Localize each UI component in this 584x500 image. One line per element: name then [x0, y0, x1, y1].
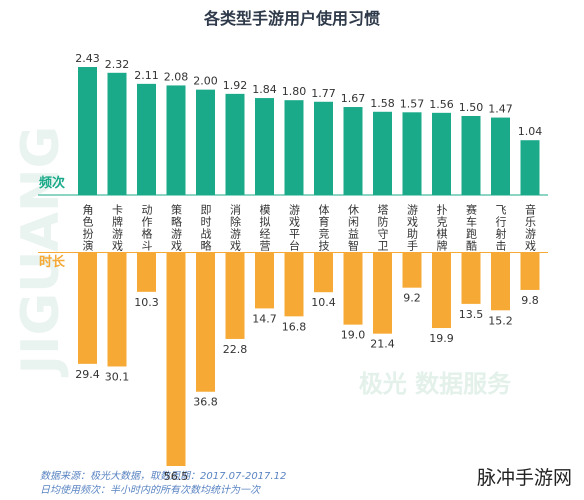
value-label: 19.0	[341, 329, 366, 342]
bar	[314, 101, 333, 195]
bar	[225, 253, 245, 339]
bar	[520, 140, 540, 195]
watermark: 极光 数据服务	[359, 370, 512, 398]
value-label: 1.47	[488, 103, 513, 116]
value-label: 2.43	[75, 52, 100, 65]
bar	[107, 72, 127, 195]
value-label: 2.00	[193, 75, 218, 88]
value-label: 1.77	[311, 87, 336, 100]
watermark: JIGUANG	[11, 126, 71, 377]
bar	[461, 115, 481, 195]
bar	[491, 253, 510, 311]
x-tick-label: 卡牌游戏	[111, 204, 124, 252]
bar	[343, 107, 363, 195]
bar	[78, 253, 97, 364]
value-label: 1.67	[341, 92, 366, 105]
value-label: 36.8	[193, 396, 218, 409]
value-label: 1.84	[252, 83, 277, 96]
value-label: 1.57	[400, 97, 425, 110]
bar	[137, 83, 156, 195]
bar	[432, 112, 451, 195]
x-tick-label: 策略游戏	[170, 203, 183, 252]
bar	[520, 253, 540, 290]
x-tick-label: 即时战略	[199, 204, 212, 252]
bar	[402, 253, 422, 288]
x-tick-label: 角色扮演	[81, 204, 94, 252]
bar	[166, 253, 186, 466]
x-tick-label: 消除游戏	[229, 203, 242, 252]
bar	[402, 112, 422, 195]
value-label: 21.4	[370, 338, 395, 351]
value-label: 22.8	[223, 343, 248, 356]
series-label: 频次	[39, 175, 65, 191]
series-label: 时长	[39, 254, 66, 270]
bar	[432, 253, 451, 329]
x-tick-label: 游戏助手	[406, 204, 419, 252]
bar	[373, 253, 392, 334]
bar	[284, 100, 304, 195]
value-label: 15.2	[488, 314, 513, 327]
value-label: 14.7	[252, 312, 277, 325]
x-tick-label: 体育竞技	[317, 203, 330, 252]
value-label: 10.4	[311, 296, 336, 309]
footnote: 数据来源：极光大数据，取数周期：2017.07-2017.12	[40, 470, 286, 482]
bar	[255, 253, 274, 309]
value-label: 29.4	[75, 368, 100, 381]
value-label: 2.11	[134, 69, 159, 82]
bar	[107, 253, 127, 367]
bar	[284, 253, 304, 317]
value-label: 10.3	[134, 296, 159, 309]
bar	[314, 253, 333, 293]
value-label: 19.9	[429, 332, 454, 345]
x-tick-label: 动作格斗	[140, 204, 153, 252]
chart-title: 各类型手游用户使用习惯	[203, 9, 380, 28]
bar	[196, 89, 215, 195]
value-label: 30.1	[105, 370, 130, 383]
value-label: 2.08	[164, 70, 189, 83]
bar	[373, 111, 392, 195]
bar	[78, 67, 97, 195]
bar	[137, 253, 156, 292]
footnote: 日均使用频次：半小时内的所有次数均统计为一次	[40, 484, 261, 496]
value-label: 56.5	[164, 470, 189, 483]
x-tick-label: 扑克棋牌	[435, 203, 448, 252]
bar	[166, 85, 186, 195]
x-tick-label: 休闲益智	[347, 204, 360, 252]
value-label: 13.5	[459, 308, 484, 321]
x-tick-label: 赛车跑酷	[465, 203, 478, 252]
value-label: 1.80	[282, 85, 307, 98]
value-label: 1.50	[459, 101, 484, 114]
x-tick-label: 塔防守卫	[376, 204, 389, 252]
bar	[196, 253, 215, 392]
x-tick-label: 游戏平台	[288, 204, 301, 252]
bar	[461, 253, 481, 304]
value-label: 1.04	[518, 125, 543, 138]
value-label: 2.32	[105, 58, 130, 71]
value-label: 9.8	[521, 294, 539, 307]
watermark: 脉冲手游网	[477, 467, 572, 489]
value-label: 1.56	[429, 98, 454, 111]
bar	[255, 98, 274, 195]
bar	[491, 117, 510, 195]
x-tick-label: 模拟经营	[258, 204, 271, 252]
bar	[343, 253, 363, 325]
x-tick-label: 飞行射击	[494, 204, 507, 252]
x-tick-label: 音乐游戏	[524, 203, 537, 252]
value-label: 16.8	[282, 320, 307, 333]
value-label: 1.92	[223, 79, 248, 92]
value-label: 9.2	[403, 292, 421, 305]
bar	[225, 93, 245, 195]
value-label: 1.58	[370, 97, 395, 110]
